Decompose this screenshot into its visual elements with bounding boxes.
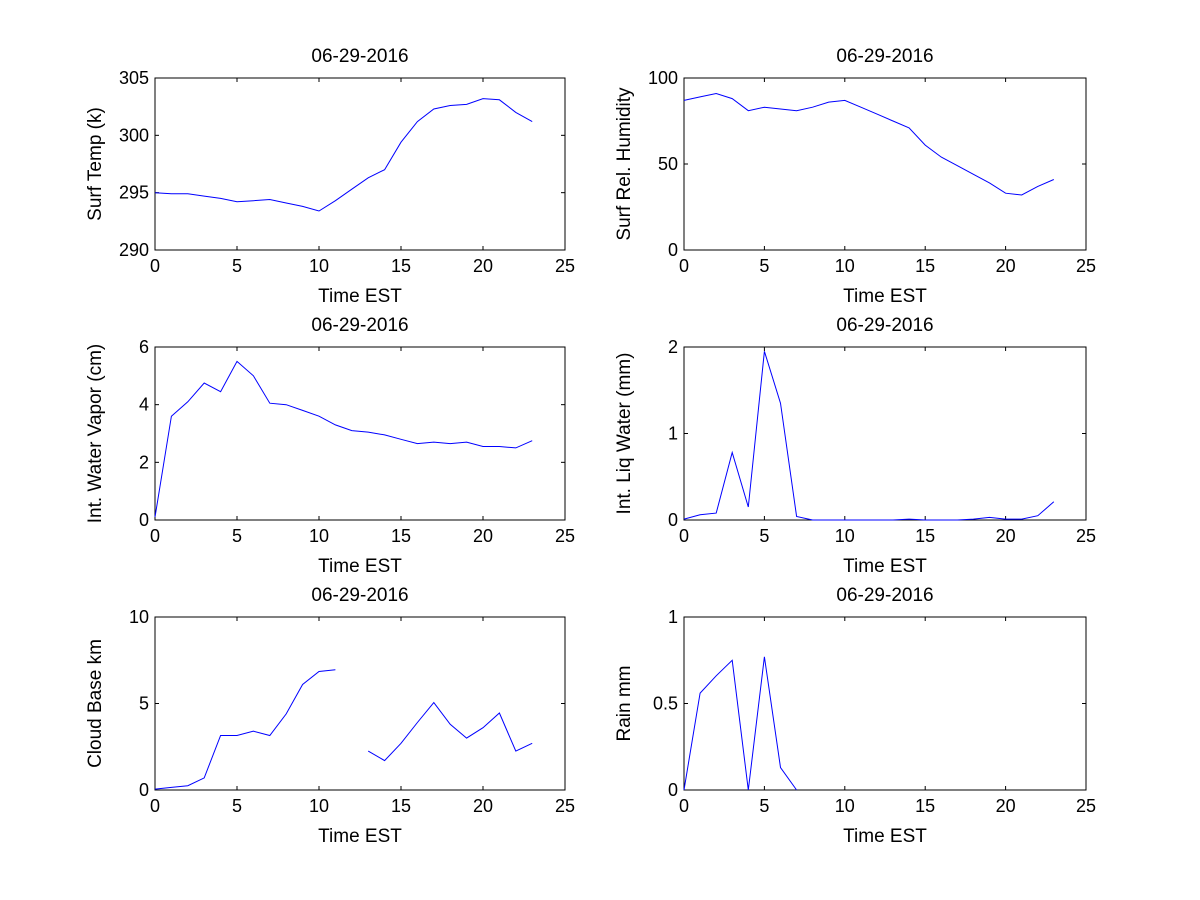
chart-title: 06-29-2016 (836, 585, 933, 606)
x-tick-label: 25 (555, 256, 575, 276)
x-tick-label: 0 (679, 256, 689, 276)
x-tick-label: 25 (555, 796, 575, 816)
x-tick-label: 15 (391, 256, 411, 276)
x-tick-label: 0 (150, 796, 160, 816)
x-tick-label: 5 (232, 796, 242, 816)
subplot-6: 0 5 10 15 20 25 0 0.5 1 06-29-2016 Time EST Rain mm (614, 585, 1096, 847)
x-tick-label: 20 (996, 256, 1016, 276)
y-tick-label: 0 (668, 780, 678, 800)
x-tick-label: 10 (835, 796, 855, 816)
x-tick-label: 10 (309, 256, 329, 276)
y-tick-label: 0 (668, 510, 678, 530)
subplot-1: 0 5 10 15 20 25 290 295 300 305 06-29-2016 Time EST… (85, 46, 575, 307)
y-tick-label: 4 (139, 395, 149, 415)
y-axis-label: Int. Liq Water (mm) (614, 353, 635, 515)
y-axis-label: Surf Temp (k) (85, 107, 106, 221)
chart-title: 06-29-2016 (311, 315, 408, 336)
y-tick-label: 305 (119, 68, 149, 88)
x-tick-label: 0 (150, 256, 160, 276)
series-line (154, 669, 533, 790)
x-tick-label: 20 (473, 796, 493, 816)
x-tick-label: 5 (232, 526, 242, 546)
y-tick-label: 5 (139, 694, 149, 714)
y-tick-label: 2 (668, 337, 678, 357)
x-tick-label: 15 (915, 526, 935, 546)
x-tick-label: 10 (309, 526, 329, 546)
x-tick-label: 5 (759, 796, 769, 816)
y-tick-label: 290 (119, 240, 149, 260)
x-tick-label: 5 (759, 256, 769, 276)
y-tick-label: 6 (139, 337, 149, 357)
x-tick-label: 15 (391, 526, 411, 546)
x-tick-label: 10 (309, 796, 329, 816)
subplot-4: 0 5 10 15 20 25 0 1 2 06-29-2016 Time EST Int. Liq … (614, 315, 1096, 577)
axes-frame (683, 616, 1087, 791)
x-tick-label: 15 (915, 256, 935, 276)
y-tick-label: 300 (119, 125, 149, 145)
x-axis-label: Time EST (843, 286, 927, 307)
x-tick-label: 25 (555, 526, 575, 546)
x-axis-label: Time EST (843, 556, 927, 577)
x-tick-label: 10 (835, 526, 855, 546)
axes-frame (154, 616, 566, 791)
axes-frame (154, 77, 566, 251)
y-tick-label: 0 (139, 510, 149, 530)
series-line (683, 92, 1054, 196)
y-axis-label: Int. Water Vapor (cm) (85, 344, 106, 523)
y-axis-label: Surf Rel. Humidity (614, 87, 635, 241)
x-tick-label: 15 (915, 796, 935, 816)
x-tick-label: 20 (996, 526, 1016, 546)
chart-title: 06-29-2016 (836, 46, 933, 67)
x-axis-label: Time EST (318, 556, 402, 577)
y-tick-label: 0.5 (653, 694, 678, 714)
y-tick-label: 10 (129, 607, 149, 627)
x-tick-label: 25 (1076, 526, 1096, 546)
x-tick-label: 20 (473, 526, 493, 546)
y-tick-label: 1 (668, 607, 678, 627)
y-axis-label: Cloud Base km (85, 639, 106, 768)
series-line (154, 360, 533, 518)
chart-title: 06-29-2016 (836, 315, 933, 336)
y-axis-label: Rain mm (614, 665, 635, 741)
axes-frame (683, 77, 1087, 251)
y-tick-label: 295 (119, 183, 149, 203)
series-line (154, 98, 533, 212)
chart-title: 06-29-2016 (311, 46, 408, 67)
series-line (683, 656, 798, 791)
subplot-3: 0 5 10 15 20 25 0 2 4 6 06-29-2016 Time EST Int. Wat… (85, 315, 575, 577)
x-tick-label: 5 (759, 526, 769, 546)
y-tick-label: 0 (668, 240, 678, 260)
x-tick-label: 20 (996, 796, 1016, 816)
axes-frame (154, 346, 566, 521)
x-axis-label: Time EST (318, 826, 402, 847)
x-tick-label: 0 (679, 796, 689, 816)
x-tick-label: 5 (232, 256, 242, 276)
y-tick-label: 2 (139, 452, 149, 472)
subplot-5: 0 5 10 15 20 25 0 5 10 06-29-2016 Time EST Cloud Ba… (85, 585, 575, 847)
x-tick-label: 25 (1076, 256, 1096, 276)
x-tick-label: 15 (391, 796, 411, 816)
subplot-2: 0 5 10 15 20 25 0 50 100 06-29-2016 Time EST Surf R… (614, 46, 1096, 307)
x-axis-label: Time EST (318, 286, 402, 307)
x-tick-label: 0 (150, 526, 160, 546)
y-tick-label: 50 (658, 154, 678, 174)
axes-frame (683, 346, 1087, 521)
x-tick-label: 20 (473, 256, 493, 276)
x-tick-label: 0 (679, 526, 689, 546)
y-tick-label: 100 (648, 68, 678, 88)
y-tick-label: 1 (668, 424, 678, 444)
chart-title: 06-29-2016 (311, 585, 408, 606)
x-tick-label: 10 (835, 256, 855, 276)
x-axis-label: Time EST (843, 826, 927, 847)
x-tick-label: 25 (1076, 796, 1096, 816)
y-tick-label: 0 (139, 780, 149, 800)
series-line (683, 351, 1055, 521)
